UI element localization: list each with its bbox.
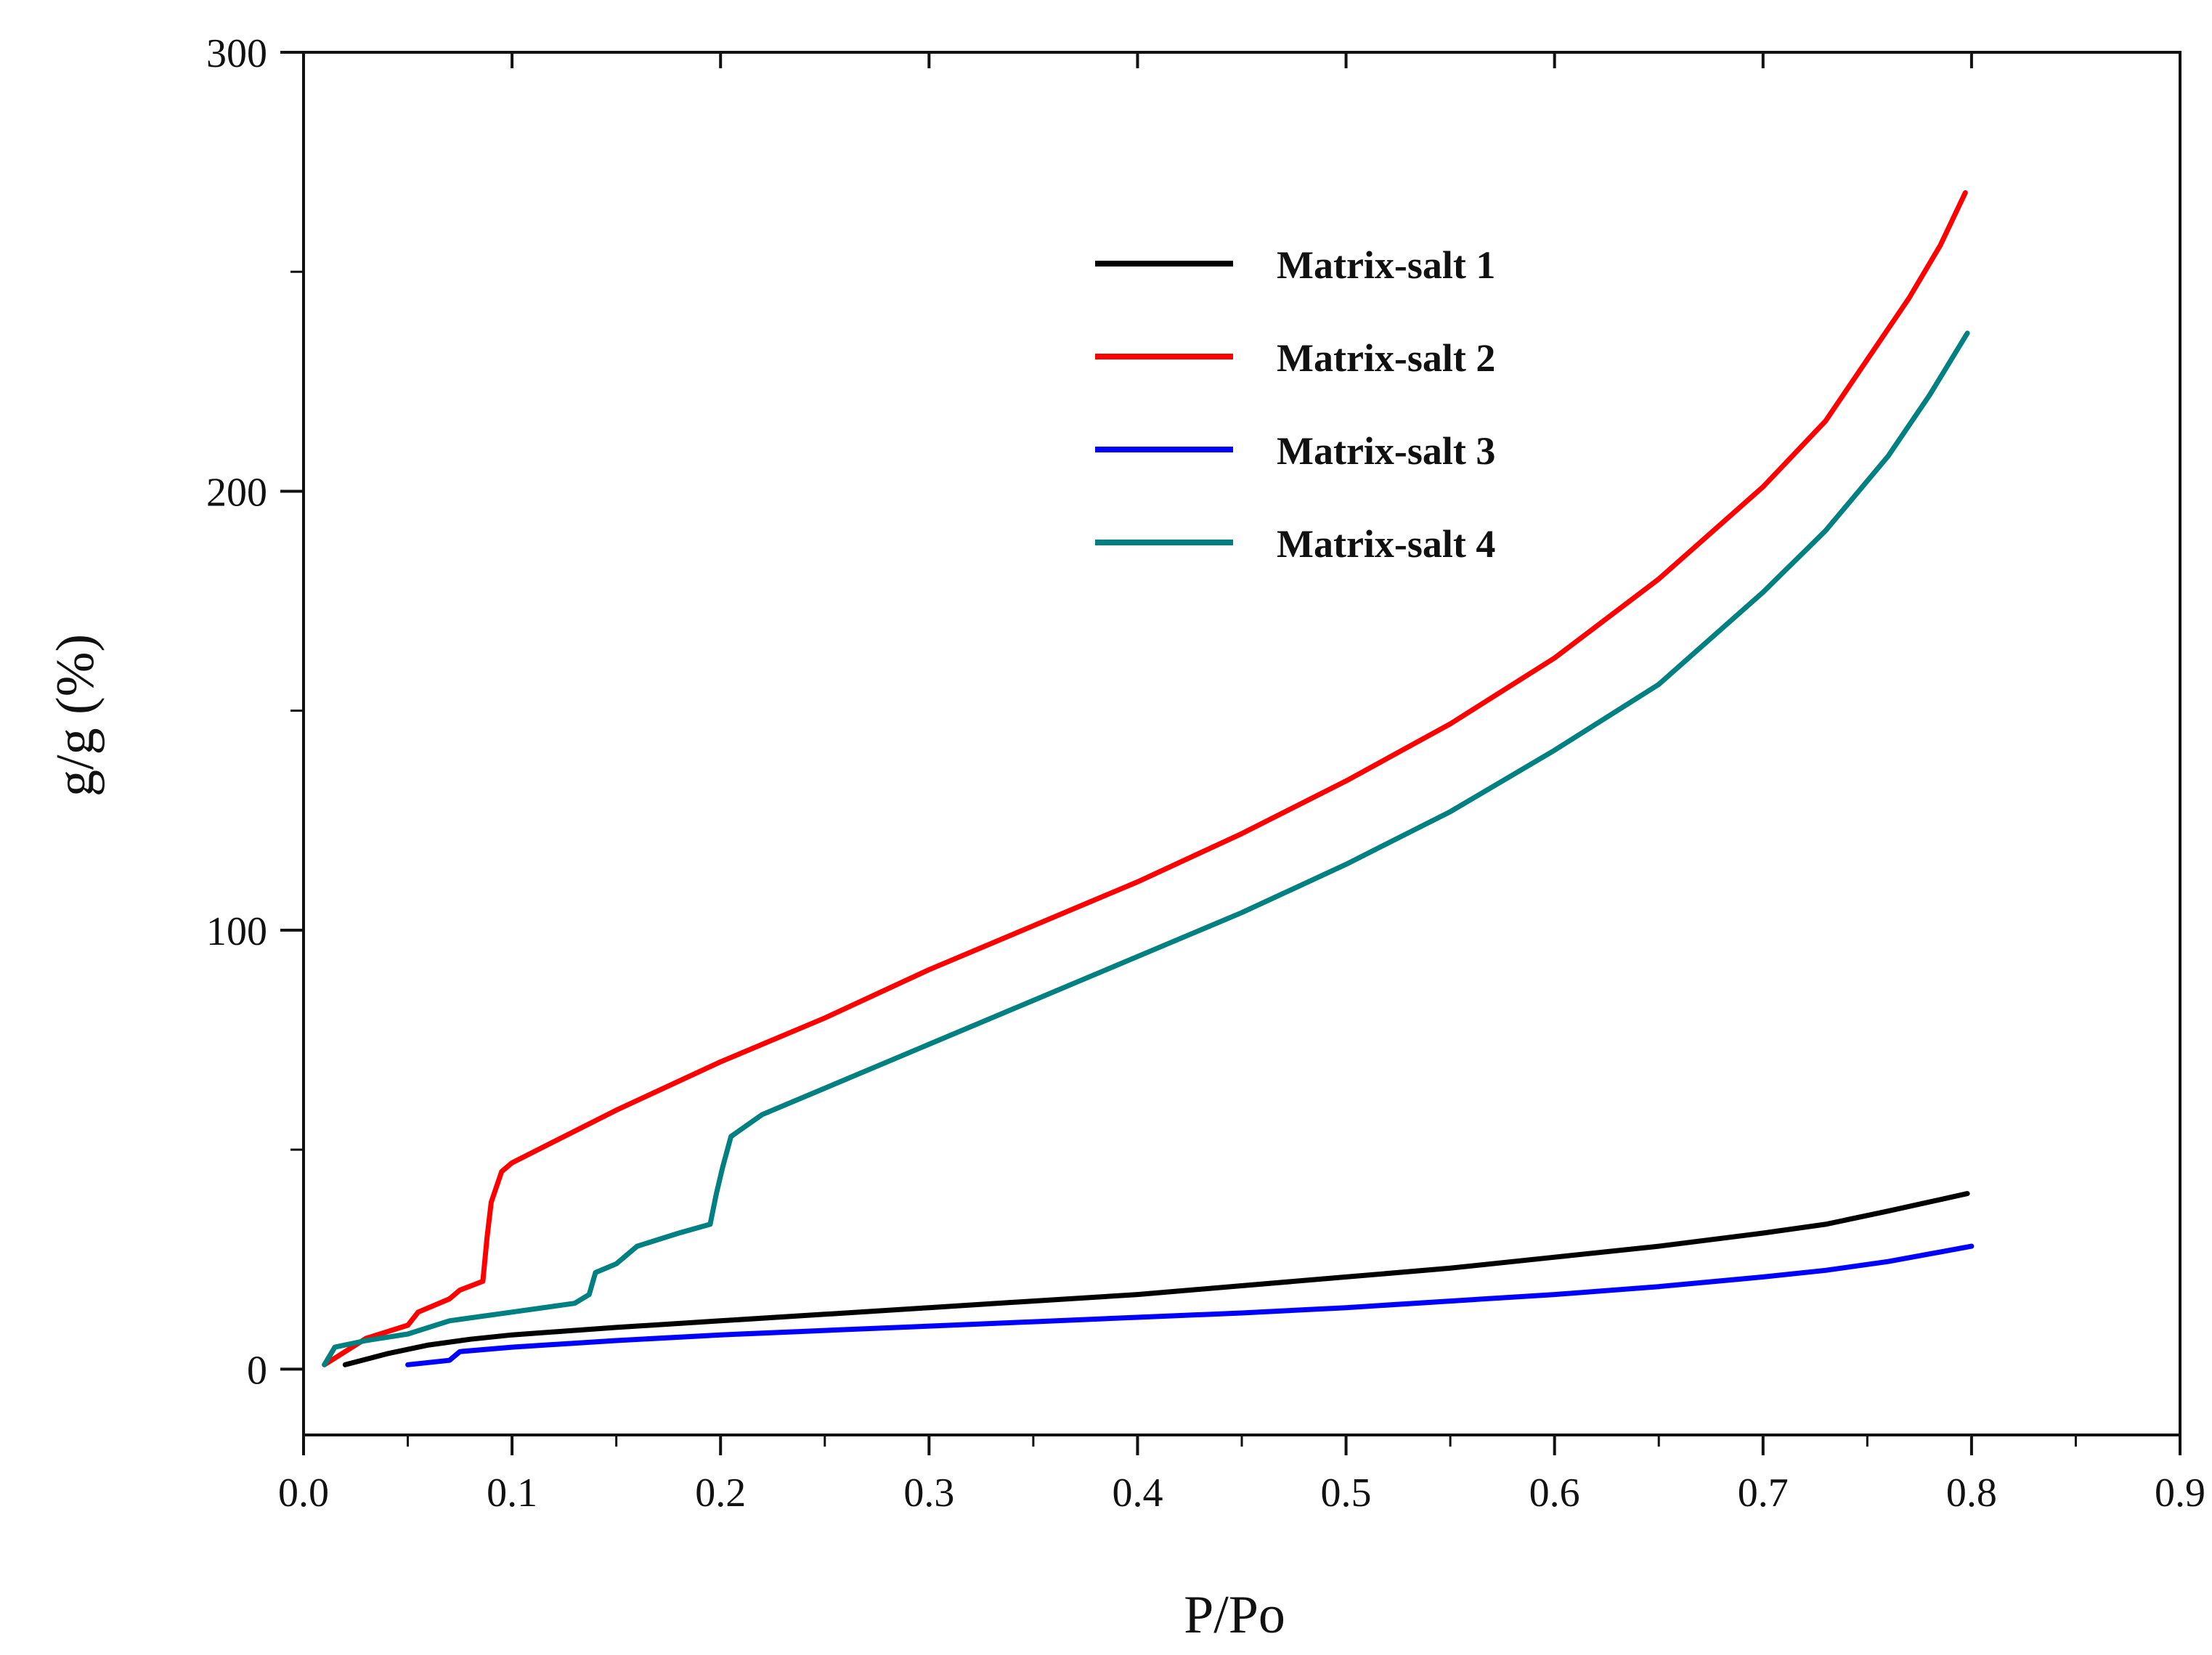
x-tick-label: 0.3 (903, 1471, 954, 1516)
x-tick-label: 0.7 (1738, 1471, 1789, 1516)
x-tick-label: 0.6 (1529, 1471, 1580, 1516)
axes: 0.0 0.1 0.2 0.3 0.4 0.5 0.6 0.7 0.8 0.9 0 100 200 300 (206, 31, 2205, 1516)
series-layer (322, 190, 1975, 1367)
x-tick-label: 0.0 (278, 1471, 329, 1516)
legend-label: Matrix-salt 1 (1277, 243, 1495, 287)
x-tick-label: 0.2 (695, 1471, 746, 1516)
legend: Matrix-salt 1 Matrix-salt 2 Matrix-salt 3 M… (1095, 243, 1495, 566)
plot-frame (302, 51, 2181, 1436)
x-tick-label: 0.9 (2155, 1471, 2205, 1516)
y-axis-title: g/g (%) (46, 634, 105, 797)
y-tick-label: 100 (206, 909, 267, 954)
legend-label: Matrix-salt 3 (1277, 429, 1495, 473)
series-line-matrix-salt-2 (322, 190, 1968, 1367)
y-tick-label: 300 (206, 31, 267, 76)
legend-label: Matrix-salt 2 (1277, 336, 1495, 380)
series-line-matrix-salt-3 (405, 1243, 1975, 1367)
x-tick-label: 0.1 (487, 1471, 537, 1516)
x-axis-title: P/Po (1184, 1585, 1285, 1645)
y-tick-label: 0 (247, 1348, 267, 1393)
y-tick-label: 200 (206, 470, 267, 515)
series-line-matrix-salt-1 (342, 1191, 1970, 1367)
x-tick-label: 0.8 (1946, 1471, 1997, 1516)
series-line-matrix-salt-4 (322, 330, 1970, 1367)
x-tick-label: 0.4 (1112, 1471, 1163, 1516)
legend-label: Matrix-salt 4 (1277, 522, 1495, 566)
x-tick-label: 0.5 (1321, 1471, 1372, 1516)
